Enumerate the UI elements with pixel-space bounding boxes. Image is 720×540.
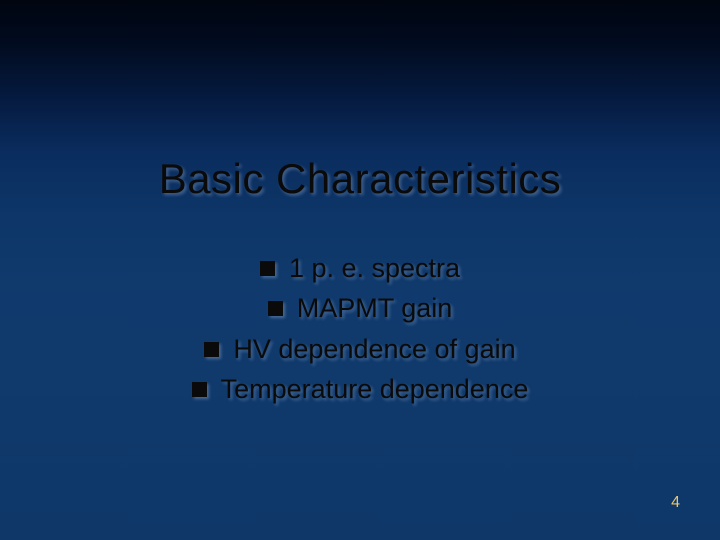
square-bullet-icon: [192, 382, 207, 397]
list-item: HV dependence of gain: [204, 331, 515, 367]
list-item: 1 p. e. spectra: [260, 250, 460, 286]
bullet-text: HV dependence of gain: [233, 331, 515, 367]
bullet-text: MAPMT gain: [297, 290, 453, 326]
square-bullet-icon: [268, 301, 283, 316]
bullet-list: 1 p. e. spectra MAPMT gain HV dependence…: [0, 250, 720, 408]
square-bullet-icon: [204, 342, 219, 357]
page-number: 4: [671, 494, 680, 512]
square-bullet-icon: [260, 261, 275, 276]
bullet-text: Temperature dependence: [221, 371, 529, 407]
slide-title: Basic Characteristics: [0, 155, 720, 203]
bullet-text: 1 p. e. spectra: [289, 250, 460, 286]
list-item: MAPMT gain: [268, 290, 453, 326]
list-item: Temperature dependence: [192, 371, 529, 407]
